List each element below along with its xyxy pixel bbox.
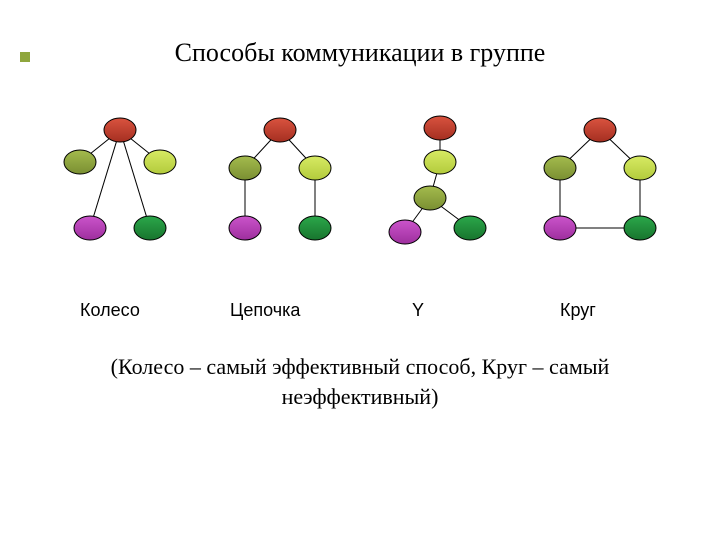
diagram-y [389, 116, 486, 244]
node-yellowgreen [144, 150, 176, 174]
node-red [264, 118, 296, 142]
edge [413, 209, 423, 222]
node-olive [229, 156, 261, 180]
edge [433, 174, 436, 187]
diagram-label-y: Y [412, 300, 424, 321]
edge [91, 139, 109, 153]
diagram-circle [544, 118, 656, 240]
slide-title: Способы коммуникации в группе [0, 38, 720, 68]
diagram-label-wheel: Колесо [80, 300, 140, 321]
node-green [624, 216, 656, 240]
diagram-label-chain: Цепочка [230, 300, 300, 321]
edge [610, 139, 630, 158]
edge [289, 140, 306, 158]
diagram-row [50, 110, 670, 290]
edge [441, 206, 458, 219]
node-red [104, 118, 136, 142]
edge [131, 139, 149, 153]
node-olive [414, 186, 446, 210]
diagram-chain [229, 118, 331, 240]
node-magenta [229, 216, 261, 240]
node-olive [64, 150, 96, 174]
diagram-wheel [64, 118, 176, 240]
slide-caption: (Колесо – самый эффективный способ, Круг… [40, 352, 680, 411]
node-green [299, 216, 331, 240]
diagram-labels-row: Колесо Цепочка Y Круг [50, 300, 670, 330]
node-red [424, 116, 456, 140]
diagram-label-circle: Круг [560, 300, 596, 321]
node-green [454, 216, 486, 240]
node-magenta [389, 220, 421, 244]
node-red [584, 118, 616, 142]
node-yellowgreen [624, 156, 656, 180]
node-olive [544, 156, 576, 180]
diagram-svg [50, 110, 670, 270]
edge [94, 142, 117, 217]
node-yellowgreen [299, 156, 331, 180]
edge [124, 142, 147, 217]
node-yellowgreen [424, 150, 456, 174]
node-green [134, 216, 166, 240]
edge [254, 140, 271, 158]
node-magenta [74, 216, 106, 240]
edge [570, 139, 590, 158]
node-magenta [544, 216, 576, 240]
